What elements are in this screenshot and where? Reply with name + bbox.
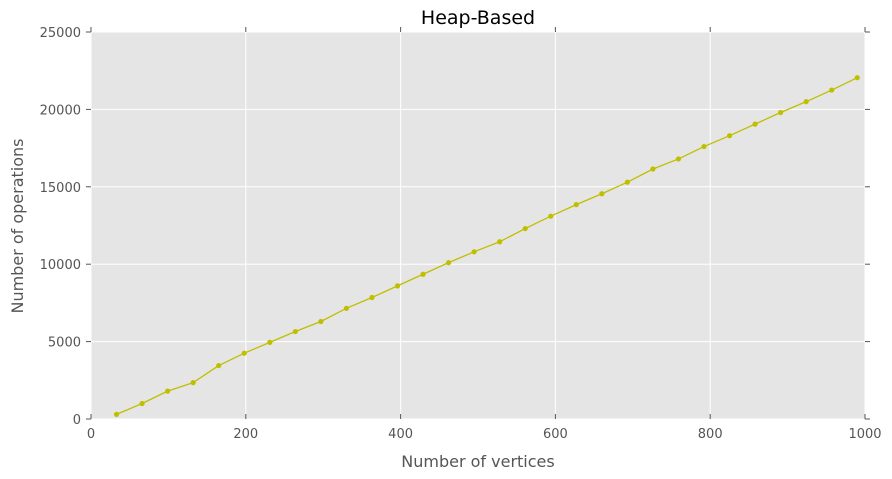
y-tick-label: 10000 [40,258,81,273]
data-point [471,249,477,255]
x-tick-label: 200 [233,427,258,442]
data-point [548,213,554,219]
data-point [829,87,835,93]
x-tick-label: 400 [388,427,413,442]
series-layer [113,75,860,417]
plot-area [91,32,865,419]
y-tick-label: 15000 [40,181,81,196]
series-line [116,77,858,415]
x-tick-label: 0 [87,427,95,442]
chart-title: Heap-Based [421,7,535,29]
data-point [726,133,733,139]
data-point [522,225,528,232]
x-axis-label: Number of vertices [401,452,554,471]
data-point [497,239,503,245]
data-point [650,166,656,172]
ticks: 0 200 400 600 800 100005000100001500020000250… [40,26,882,442]
data-point [624,179,630,185]
grid-lines [90,31,866,420]
x-tick-label: 1000 [848,427,881,442]
data-point [394,283,401,289]
data-point [752,121,758,127]
data-point [216,362,222,369]
data-point [139,400,145,407]
data-point [190,380,196,386]
y-axis-label: Number of operations [8,138,27,313]
data-point [318,318,324,325]
data-point [420,271,426,277]
data-point [292,328,298,335]
y-tick-label: 20000 [40,103,81,118]
data-point [854,75,860,81]
y-tick-label: 0 [73,413,81,428]
y-tick-label: 25000 [40,26,81,41]
data-point [803,99,809,105]
data-point [701,143,707,150]
data-point [241,350,247,356]
data-point [369,294,375,301]
data-point [445,260,452,266]
data-point [165,388,171,394]
data-point [267,339,273,345]
y-tick-label: 5000 [48,336,81,351]
data-point [675,156,682,162]
data-point [778,109,784,116]
data-point [343,305,350,311]
data-point [573,202,579,208]
x-tick-label: 800 [698,427,723,442]
data-point [599,191,605,197]
data-point [113,411,120,417]
x-tick-label: 600 [543,427,568,442]
